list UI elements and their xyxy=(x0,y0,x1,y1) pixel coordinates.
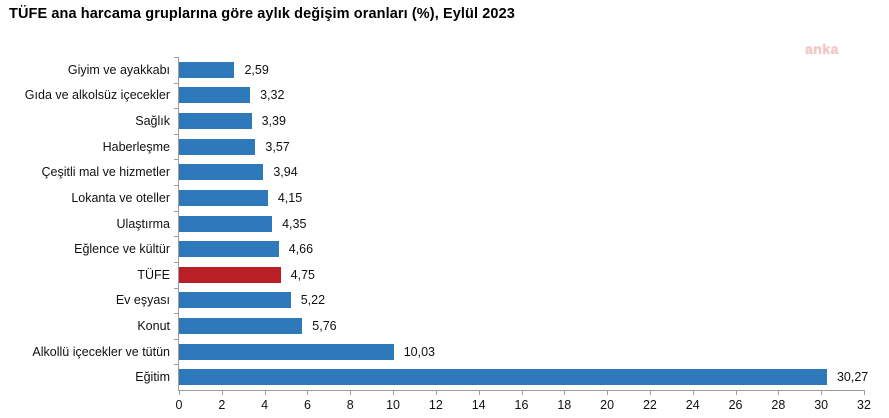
x-axis-tick-label: 22 xyxy=(642,398,657,412)
x-axis-tick-label: 2 xyxy=(218,398,226,412)
bar xyxy=(179,87,251,104)
bar-value-label: 5,22 xyxy=(300,293,326,308)
category-label: Alkollü içecekler ve tütün xyxy=(32,344,170,359)
x-axis-tick-label: 8 xyxy=(346,398,354,412)
x-axis-tick xyxy=(435,390,437,395)
bar-value-label: 3,32 xyxy=(260,88,285,103)
y-axis-tick xyxy=(174,288,179,289)
bar-value-label: 4,66 xyxy=(288,242,314,257)
x-axis-tick-label: 20 xyxy=(600,398,615,412)
y-axis-tick xyxy=(174,339,179,340)
bar-value-label: 4,75 xyxy=(290,267,316,282)
plot-area: 2,59 3,32 3,39 3,57 3,94 4,15 4,35 4,66 4,75 5,22… xyxy=(174,57,871,412)
y-axis-tick xyxy=(174,185,179,186)
category-label: Eğlence ve kültür xyxy=(74,242,170,257)
bar-value-label: 2,59 xyxy=(244,62,269,77)
y-axis-tick xyxy=(174,364,179,365)
y-axis-tick xyxy=(174,134,179,135)
category-label: Ev eşyası xyxy=(115,293,170,308)
bar-value-label: 4,35 xyxy=(282,216,307,231)
category-label: Çeşitli mal ve hizmetler xyxy=(41,165,170,180)
category-label: Eğitim xyxy=(135,370,170,385)
x-axis-tick xyxy=(179,390,180,395)
x-axis-tick-label: 24 xyxy=(685,398,700,412)
x-axis-tick xyxy=(607,390,609,395)
y-axis-tick xyxy=(174,262,179,263)
bar xyxy=(179,189,268,206)
category-label: Haberleşme xyxy=(102,139,170,154)
y-axis-tick xyxy=(174,313,179,314)
y-axis-tick xyxy=(174,57,179,58)
x-axis-tick-label: 10 xyxy=(386,398,401,412)
x-axis-tick xyxy=(649,390,651,395)
y-axis-tick xyxy=(174,211,179,212)
bar xyxy=(179,138,256,155)
x-axis-tick xyxy=(864,390,865,395)
bar xyxy=(179,113,252,130)
category-label: Ulaştırma xyxy=(116,216,170,231)
category-label: Lokanta ve oteller xyxy=(71,190,170,205)
bar xyxy=(179,241,279,258)
x-axis-tick-label: 0 xyxy=(175,398,183,412)
bar-value-label: 4,15 xyxy=(277,190,303,205)
category-label: Giyim ve ayakkabı xyxy=(67,62,170,77)
x-axis-tick xyxy=(478,390,480,395)
x-axis-tick xyxy=(350,390,352,395)
category-label: Konut xyxy=(137,318,170,333)
bar xyxy=(179,317,303,334)
x-axis-tick-label: 12 xyxy=(428,398,443,412)
anka-watermark: anka xyxy=(805,41,839,57)
x-axis-tick xyxy=(564,390,566,395)
y-axis-tick xyxy=(174,236,179,237)
bar xyxy=(179,164,264,181)
x-axis-tick-label: 28 xyxy=(771,398,786,412)
x-axis-tick xyxy=(821,390,823,395)
bar xyxy=(179,369,827,386)
bar xyxy=(179,292,291,309)
x-axis-tick xyxy=(307,390,309,395)
bar xyxy=(179,61,235,78)
bar xyxy=(179,215,273,232)
x-axis-tick-label: 18 xyxy=(557,398,572,412)
category-label: TÜFE xyxy=(137,267,170,282)
y-axis-tick xyxy=(174,83,179,84)
x-axis-tick-label: 4 xyxy=(261,398,269,412)
bar-value-label: 3,94 xyxy=(273,165,298,180)
x-axis-tick xyxy=(735,390,737,395)
x-axis-tick-label: 30 xyxy=(814,398,829,412)
bar-value-label: 3,57 xyxy=(265,139,290,154)
x-axis-tick xyxy=(264,390,266,395)
x-axis-tick xyxy=(778,390,780,395)
x-axis-tick-label: 32 xyxy=(857,398,871,412)
bar-value-label: 5,76 xyxy=(312,318,337,333)
x-axis-tick-label: 26 xyxy=(728,398,743,412)
category-axis-labels: Giyim ve ayakkabı Gıda ve alkolsüz içecek… xyxy=(0,57,170,390)
category-label: Gıda ve alkolsüz içecekler xyxy=(24,88,170,103)
bar-highlight-tufe xyxy=(179,266,281,283)
y-axis-tick xyxy=(174,159,179,160)
x-axis-tick-label: 16 xyxy=(514,398,529,412)
bar-value-label: 10,03 xyxy=(403,344,435,359)
x-axis-tick xyxy=(221,390,223,395)
category-label: Sağlık xyxy=(135,114,170,129)
x-axis-tick-label: 14 xyxy=(471,398,486,412)
y-axis-tick xyxy=(174,108,179,109)
x-axis-tick xyxy=(393,390,395,395)
x-axis-tick xyxy=(521,390,523,395)
x-axis-tick-label: 6 xyxy=(303,398,311,412)
bar-value-label: 3,39 xyxy=(261,114,286,129)
bar-value-label: 30,27 xyxy=(836,370,869,385)
bar xyxy=(179,343,394,360)
chart-title: TÜFE ana harcama gruplarına göre aylık d… xyxy=(9,6,515,22)
x-axis-tick xyxy=(692,390,694,395)
